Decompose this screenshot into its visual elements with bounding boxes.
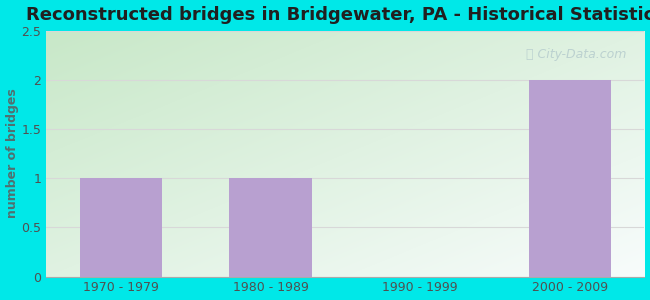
Text: ⓘ City-Data.com: ⓘ City-Data.com: [526, 48, 627, 61]
Title: Reconstructed bridges in Bridgewater, PA - Historical Statistics: Reconstructed bridges in Bridgewater, PA…: [26, 6, 650, 24]
Bar: [80, 178, 162, 277]
Bar: [528, 80, 611, 277]
Bar: [229, 178, 311, 277]
Y-axis label: number of bridges: number of bridges: [6, 89, 19, 218]
